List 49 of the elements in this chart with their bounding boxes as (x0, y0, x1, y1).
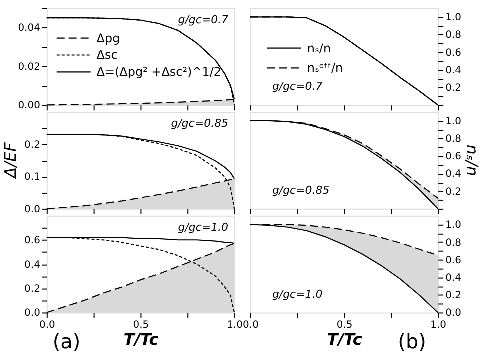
x-tick-label: 1.0 (430, 320, 447, 332)
y-tick-label: 0.6 (446, 152, 462, 163)
y-tick-label: 0.6 (446, 255, 462, 266)
y-tick-label: 0.00 (18, 100, 40, 112)
legend-label: Δpg (96, 31, 120, 46)
y-tick-label: 0.4 (446, 65, 462, 76)
annotation: g/gc=0.7 (178, 13, 229, 26)
y-tick-label: 0.4 (446, 273, 462, 284)
y-tick-label: 0.8 (446, 134, 462, 146)
y-tick-label: 0.6 (446, 48, 462, 59)
y-tick-label: 0.4 (24, 260, 40, 271)
y-tick-label: 1.0 (446, 12, 462, 24)
y-tick-label: 0.2 (446, 83, 462, 94)
y-tick-label: 0.8 (446, 238, 462, 249)
x-axis-title: T/Tc (124, 330, 160, 350)
annotation: g/gc=0.85 (272, 184, 330, 197)
annotation: g/gc=1.0 (272, 288, 323, 301)
legend-label: nₛᵉᶠᶠ/n (307, 61, 344, 76)
y-axis-title: Δ/EF (0, 142, 20, 180)
x-tick-label: 0.0 (243, 320, 259, 332)
y-tick-label: 0.0 (24, 204, 40, 216)
y-tick-label: 0.0 (24, 308, 40, 320)
x-tick-label: 1.0 (227, 320, 243, 332)
y-tick-label: 0.02 (18, 62, 40, 73)
y-tick-label: 1.0 (446, 220, 462, 232)
y-tick-label: 0.2 (24, 140, 40, 151)
annotation: g/gc=0.7 (272, 80, 323, 94)
y-tick-label: 0.2 (446, 186, 462, 198)
y-tick-label: 1.0 (446, 116, 462, 128)
legend-label: Δsc (96, 48, 118, 62)
y-tick-label: 0.6 (24, 236, 40, 247)
y-tick-label: 0.04 (18, 23, 40, 34)
y-axis-title: nₛ/n (463, 144, 482, 176)
y-tick-label: 0.2 (446, 290, 462, 302)
legend-label: nₛ/n (307, 41, 332, 56)
annotation: g/gc=0.85 (171, 117, 229, 130)
x-tick-label: 0.5 (133, 320, 150, 332)
y-tick-label: 0.4 (446, 169, 462, 180)
text: (b) (398, 330, 426, 352)
x-tick-label: 0.5 (336, 320, 353, 332)
y-tick-label: 0.0 (446, 308, 462, 320)
x-tick-label: 0.0 (39, 320, 56, 332)
annotation: g/gc=1.0 (178, 220, 229, 234)
y-tick-label: 0.1 (24, 172, 40, 184)
x-axis-title: T/Tc (327, 330, 363, 350)
y-tick-label: 0.8 (446, 30, 462, 42)
text: (a) (52, 330, 81, 352)
y-tick-label: 0.2 (24, 284, 40, 296)
legend-label: Δ=(Δpg² +Δsc²)^1/2 (96, 65, 222, 80)
